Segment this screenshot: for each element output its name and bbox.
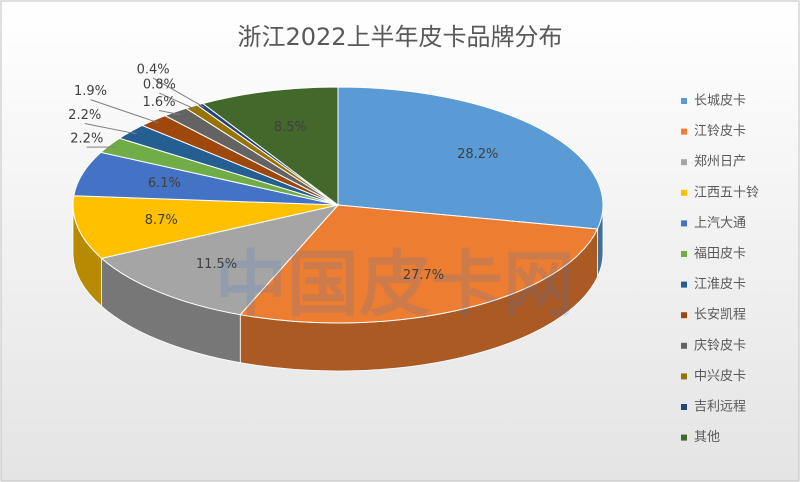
data-label: 2.2% [68,108,101,123]
legend-label: 江铃皮卡 [694,124,746,139]
legend-swatch [681,98,687,104]
data-label: 28.2% [457,147,498,162]
legend-swatch [681,220,687,227]
data-label: 0.8% [143,78,176,93]
legend-swatch [681,434,687,441]
legend-label: 庆铃皮卡 [694,338,746,353]
slice [72,195,339,259]
legend-label: 上汽大通 [694,216,746,231]
data-label: 8.7% [145,213,178,228]
data-label: 2.2% [70,132,103,147]
slice [100,204,340,316]
data-label: 1.9% [74,84,107,99]
data-label: 0.4% [137,63,170,78]
pie [72,77,604,372]
legend-swatch [681,342,687,349]
leader-line [90,99,159,124]
slice [201,86,339,207]
legend-label: 长城皮卡 [694,94,746,109]
watermark: 中国皮卡网 [215,243,575,327]
legend-swatch [681,312,687,319]
slice [239,204,599,324]
leader-line [159,92,197,111]
data-label: 6.1% [148,176,181,191]
legend-label: 中兴皮卡 [694,369,746,384]
legend-label: 其他 [694,430,720,445]
chart-title: 浙江2022上半年皮卡品牌分布 [237,23,562,51]
data-label: 27.7% [403,268,444,283]
data-label: 8.5% [274,120,307,135]
legend-label: 郑州日产 [694,155,746,170]
legend-swatch [681,189,687,196]
legend-swatch [681,251,687,257]
legend-swatch [681,373,687,380]
legend-swatch [681,281,687,288]
legend-label: 江淮皮卡 [694,277,746,292]
legend-swatch [681,404,687,410]
legend-label: 江西五十铃 [694,185,759,200]
legend-swatch [681,128,687,135]
legend-label: 吉利远程 [694,400,746,415]
slice [337,86,604,230]
leader-line [84,123,137,135]
leader-line [158,110,181,116]
data-label: 1.6% [143,95,176,110]
data-label: 11.5% [196,257,237,272]
leader-line [152,77,205,108]
legend-label: 福田皮卡 [694,247,746,262]
legend-swatch [681,159,687,166]
legend-label: 长安凯程 [694,308,746,323]
